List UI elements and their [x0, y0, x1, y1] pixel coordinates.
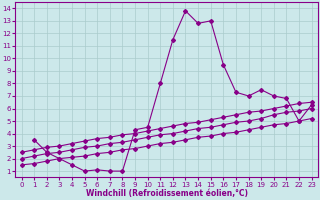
X-axis label: Windchill (Refroidissement éolien,°C): Windchill (Refroidissement éolien,°C) [85, 189, 248, 198]
